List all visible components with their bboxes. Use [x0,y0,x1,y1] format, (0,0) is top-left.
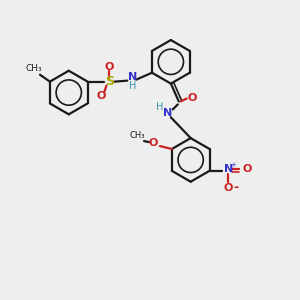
Text: CH₃: CH₃ [129,130,145,140]
Text: H: H [128,81,136,91]
Text: O: O [148,138,158,148]
Text: S: S [105,75,114,88]
Text: N: N [128,72,137,82]
Text: O: O [242,164,252,174]
Text: CH₃: CH₃ [26,64,42,73]
Text: -: - [234,181,239,194]
Text: H: H [156,102,164,112]
Text: +: + [230,162,236,168]
Text: O: O [188,94,197,103]
Text: O: O [224,183,233,193]
Text: N: N [163,108,172,118]
Text: N: N [224,164,233,174]
Text: O: O [105,62,114,72]
Text: O: O [97,91,106,100]
